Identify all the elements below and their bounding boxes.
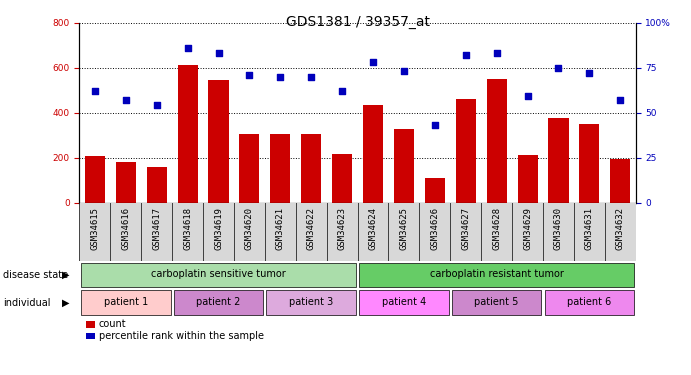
Text: percentile rank within the sample: percentile rank within the sample xyxy=(99,331,264,340)
Point xyxy=(553,64,564,70)
Text: GSM34628: GSM34628 xyxy=(492,207,501,250)
Point xyxy=(213,50,224,56)
Text: ▶: ▶ xyxy=(62,270,69,280)
Text: GSM34632: GSM34632 xyxy=(616,207,625,250)
Text: GSM34627: GSM34627 xyxy=(462,207,471,250)
Text: GSM34624: GSM34624 xyxy=(368,207,377,250)
Text: GSM34621: GSM34621 xyxy=(276,207,285,250)
Text: GSM34615: GSM34615 xyxy=(91,207,100,250)
Point xyxy=(491,50,502,56)
Point xyxy=(275,74,286,80)
Point xyxy=(337,88,348,94)
Bar xyxy=(579,124,599,202)
Text: GDS1381 / 39357_at: GDS1381 / 39357_at xyxy=(285,15,430,29)
Bar xyxy=(452,291,542,315)
Bar xyxy=(545,291,634,315)
Text: GSM34629: GSM34629 xyxy=(523,207,532,250)
Text: patient 3: patient 3 xyxy=(289,297,333,307)
Text: GSM34625: GSM34625 xyxy=(399,207,408,250)
Text: GSM34622: GSM34622 xyxy=(307,207,316,250)
Bar xyxy=(267,291,356,315)
Bar xyxy=(425,178,445,203)
Bar xyxy=(455,99,476,202)
Text: GSM34630: GSM34630 xyxy=(554,207,563,250)
Point xyxy=(151,102,162,108)
Text: GSM34618: GSM34618 xyxy=(183,207,192,250)
Text: GSM34617: GSM34617 xyxy=(152,207,161,250)
Text: count: count xyxy=(99,320,126,329)
Bar xyxy=(178,65,198,203)
Point xyxy=(460,52,471,58)
Bar xyxy=(85,156,105,203)
Point xyxy=(182,45,193,51)
Bar xyxy=(301,134,321,202)
Bar xyxy=(173,291,263,315)
Bar xyxy=(116,162,136,202)
Bar xyxy=(209,80,229,203)
Text: GSM34619: GSM34619 xyxy=(214,207,223,250)
Bar xyxy=(518,155,538,203)
Text: carboplatin sensitive tumor: carboplatin sensitive tumor xyxy=(151,269,286,279)
Text: GSM34623: GSM34623 xyxy=(338,207,347,250)
Point xyxy=(368,59,379,65)
Bar xyxy=(332,154,352,203)
Bar xyxy=(363,105,383,202)
Bar xyxy=(270,134,290,202)
Text: GSM34620: GSM34620 xyxy=(245,207,254,250)
Point xyxy=(584,70,595,76)
Point xyxy=(522,93,533,99)
Bar xyxy=(359,291,448,315)
Text: patient 6: patient 6 xyxy=(567,297,612,307)
Point xyxy=(305,74,316,80)
Text: GSM34616: GSM34616 xyxy=(122,207,131,250)
Bar xyxy=(81,291,171,315)
Text: ▶: ▶ xyxy=(62,298,69,307)
Bar xyxy=(610,159,630,203)
Bar xyxy=(81,263,356,287)
Point xyxy=(615,97,626,103)
Bar xyxy=(394,129,414,203)
Text: GSM34626: GSM34626 xyxy=(430,207,439,250)
Point xyxy=(244,72,255,78)
Text: carboplatin resistant tumor: carboplatin resistant tumor xyxy=(430,269,564,279)
Point xyxy=(399,68,410,74)
Text: individual: individual xyxy=(3,298,51,307)
Text: patient 5: patient 5 xyxy=(475,297,519,307)
Text: patient 4: patient 4 xyxy=(382,297,426,307)
Text: patient 2: patient 2 xyxy=(196,297,240,307)
Point xyxy=(89,88,100,94)
Bar xyxy=(239,134,260,202)
Text: GSM34631: GSM34631 xyxy=(585,207,594,250)
Text: disease state: disease state xyxy=(3,270,68,280)
Point xyxy=(429,122,440,128)
Bar xyxy=(359,263,634,287)
Text: patient 1: patient 1 xyxy=(104,297,148,307)
Bar xyxy=(146,166,167,202)
Bar xyxy=(549,118,569,202)
Point xyxy=(120,97,131,103)
Bar xyxy=(486,79,507,203)
